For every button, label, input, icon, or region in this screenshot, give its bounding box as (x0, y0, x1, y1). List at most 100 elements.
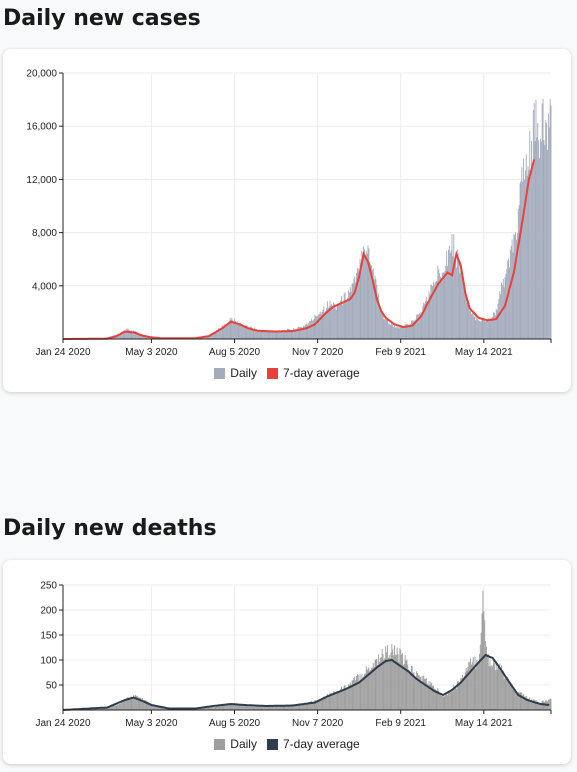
deaths-bar (384, 658, 386, 710)
cases-bar (310, 321, 311, 339)
cases-bar (503, 287, 505, 339)
deaths-bar (349, 682, 351, 710)
deaths-bar (268, 705, 270, 710)
deaths-legend-daily[interactable]: Daily (214, 737, 257, 751)
deaths-bar (215, 706, 217, 710)
deaths-legend-avg[interactable]: 7-day average (266, 737, 360, 751)
deaths-bar (471, 661, 473, 710)
cases-bar (221, 325, 223, 339)
deaths-bar (455, 687, 456, 710)
deaths-bar (479, 644, 481, 710)
cases-bar (536, 137, 538, 339)
cases-bar (380, 313, 382, 339)
cases-bar (226, 325, 228, 339)
deaths-bar (460, 678, 462, 710)
deaths-bar (152, 704, 154, 710)
deaths-bar (158, 706, 159, 710)
deaths-bar (334, 693, 336, 710)
cases-bar (309, 320, 311, 339)
cases-bar (230, 319, 232, 339)
deaths-bar (127, 697, 128, 710)
cases-bar (315, 315, 317, 339)
deaths-bar (409, 670, 411, 710)
deaths-bar (493, 659, 494, 710)
cases-bar (219, 329, 221, 339)
deaths-bar (501, 671, 503, 710)
cases-bar (335, 310, 337, 339)
cases-bar (428, 291, 430, 339)
cases-bar (491, 317, 493, 339)
cases-bar (420, 311, 422, 339)
cases-bar (314, 314, 316, 339)
cases-bar (366, 253, 368, 339)
cases-bar (344, 292, 346, 339)
deaths-bar (239, 704, 241, 710)
deaths-bar (229, 703, 231, 710)
cases-bar (516, 239, 517, 339)
cases-bar (214, 332, 216, 339)
cases-bar (272, 330, 273, 339)
deaths-bar (350, 684, 352, 710)
cases-bar (436, 280, 438, 339)
deaths-bar (263, 706, 265, 710)
deaths-bar (515, 690, 517, 710)
deaths-bar (391, 643, 393, 710)
deaths-bar (421, 682, 423, 710)
cases-legend-daily[interactable]: Daily (214, 366, 257, 380)
cases-x-tick-label: May 14 2021 (455, 347, 513, 358)
cases-bar (417, 314, 418, 339)
cases-bar (125, 330, 127, 339)
deaths-bar (449, 692, 451, 710)
cases-bar (486, 320, 487, 339)
cases-bar (447, 249, 449, 339)
deaths-bar (346, 689, 348, 710)
deaths-bar (413, 672, 415, 710)
cases-bar (387, 323, 389, 339)
deaths-bar (317, 700, 319, 710)
cases-bar (339, 304, 341, 339)
cases-bar (547, 149, 548, 339)
deaths-bar (535, 699, 537, 710)
deaths-bar (141, 700, 143, 710)
deaths-bar (420, 676, 422, 710)
deaths-bar (497, 667, 499, 710)
deaths-bar (448, 690, 450, 710)
deaths-bar (452, 691, 454, 710)
cases-bar (437, 265, 439, 339)
deaths-bar (536, 701, 538, 710)
deaths-bar (359, 673, 361, 710)
cases-bar (228, 320, 230, 339)
cases-bar (280, 331, 281, 339)
cases-legend-avg-swatch (266, 367, 278, 379)
cases-legend-avg[interactable]: 7-day average (266, 366, 360, 380)
deaths-bar (533, 699, 535, 710)
deaths-bar (478, 663, 479, 710)
cases-bar (354, 276, 356, 339)
cases-bar (507, 260, 509, 339)
cases-bar (511, 239, 513, 339)
deaths-bar (311, 701, 313, 710)
deaths-bar (276, 706, 278, 710)
cases-bar (234, 318, 235, 339)
cases-bar (300, 326, 302, 339)
deaths-bar (108, 706, 110, 710)
deaths-bar (428, 681, 430, 710)
deaths-bar (255, 706, 257, 710)
cases-legend: Daily 7-day average (3, 366, 571, 380)
deaths-bar (485, 641, 487, 710)
cases-bar (218, 328, 220, 339)
deaths-bar (378, 654, 380, 710)
cases-bar (440, 276, 441, 339)
deaths-bar (146, 701, 148, 710)
deaths-bar (337, 691, 339, 710)
deaths-bar (256, 705, 258, 710)
cases-bar (475, 320, 477, 339)
cases-bar (455, 267, 457, 339)
deaths-bar (501, 665, 502, 710)
cases-bar (445, 265, 447, 339)
deaths-x-tick-label: Aug 5 2020 (209, 718, 261, 729)
deaths-bar (527, 698, 529, 710)
cases-bar (259, 329, 261, 339)
deaths-bar (219, 705, 220, 710)
deaths-bar (302, 704, 304, 710)
